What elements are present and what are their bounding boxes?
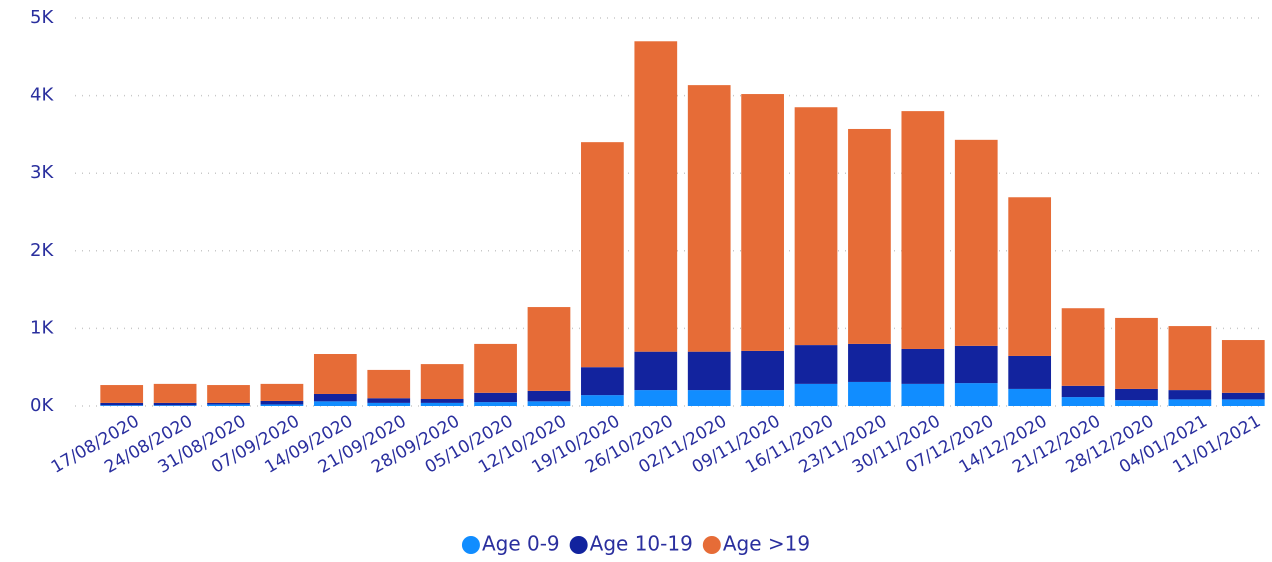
bar-segment <box>1221 399 1265 406</box>
bar-segment <box>260 400 304 405</box>
bar-segment <box>954 383 998 406</box>
bar-segment <box>474 343 517 393</box>
bar-segment <box>207 402 250 405</box>
bar-segment <box>1168 399 1212 406</box>
bar-segment <box>207 385 250 403</box>
bar-segment <box>581 367 624 396</box>
bar-segment <box>367 369 411 399</box>
bar-segment <box>1115 388 1158 401</box>
bar-segment <box>420 364 464 400</box>
bar-segment <box>527 401 571 406</box>
bar-segment <box>901 111 945 349</box>
bar-segment <box>1168 390 1212 400</box>
y-tick-label: 3K <box>30 162 54 183</box>
bar-segment <box>153 405 197 406</box>
bar-segment <box>474 402 517 406</box>
bar-segment <box>1008 197 1052 356</box>
bar-segment <box>954 139 998 346</box>
bar-segment <box>634 41 678 352</box>
bar-segment <box>474 392 517 403</box>
bar-segment <box>207 404 250 406</box>
bar-segment <box>1061 308 1105 386</box>
bar-segment <box>581 142 624 368</box>
bar-segment <box>741 94 784 351</box>
bar-segment <box>1115 400 1158 406</box>
bar-segment <box>1221 340 1265 393</box>
bar-segment <box>367 398 411 403</box>
bar-segment <box>260 383 304 401</box>
bar-segment <box>153 383 197 403</box>
bar-segment <box>100 402 144 406</box>
bar-segment <box>100 405 144 406</box>
bar-segment <box>1221 392 1265 400</box>
legend-label: Age 10-19 <box>590 532 693 556</box>
bar-segment <box>1168 326 1212 391</box>
bar-segment <box>634 351 678 391</box>
y-tick-label: 1K <box>30 317 54 338</box>
y-tick-label: 4K <box>30 85 54 106</box>
bar-segment <box>527 307 571 391</box>
bar-segment <box>153 402 197 406</box>
bar-segment <box>313 393 357 402</box>
bar-segment <box>634 390 678 406</box>
y-tick-label: 0K <box>30 395 54 416</box>
bar-segment <box>260 404 304 406</box>
legend-label: Age 0-9 <box>482 532 560 556</box>
y-tick-label: 2K <box>30 240 54 261</box>
bar-segment <box>741 350 784 391</box>
bar-segment <box>313 354 357 394</box>
legend-label: Age >19 <box>723 532 810 556</box>
bar-segment <box>687 390 731 406</box>
bar-segment <box>1008 355 1052 389</box>
bar-segment <box>901 348 945 384</box>
bar-segment <box>848 381 891 406</box>
bar-segment <box>741 390 784 406</box>
y-tick-label: 5K <box>30 7 54 28</box>
bar-segment <box>1061 397 1105 406</box>
bar-segment <box>1008 388 1052 406</box>
bar-segment <box>687 351 731 391</box>
bar-segment <box>848 343 891 382</box>
bar-segment <box>313 401 357 406</box>
legend: Age 0-9 Age 10-19 Age >19 <box>461 532 810 556</box>
legend-marker <box>461 536 480 554</box>
bar-segment <box>420 402 464 406</box>
bar-segment <box>794 107 838 346</box>
bar-segment <box>954 345 998 384</box>
bar-segment <box>1061 385 1105 398</box>
bar-segment <box>1115 317 1158 389</box>
bar-segment <box>687 85 731 352</box>
bar-segment <box>581 395 624 406</box>
legend-marker <box>569 536 588 554</box>
bar-segment <box>901 383 945 406</box>
legend-marker <box>702 536 721 554</box>
bar-segment <box>527 390 571 402</box>
bar-segment <box>794 345 838 384</box>
bar-segment <box>100 385 144 403</box>
bar-segment <box>794 383 838 406</box>
bar-segment <box>848 128 891 344</box>
bar-segment <box>367 402 411 406</box>
bar-segment <box>420 399 464 403</box>
